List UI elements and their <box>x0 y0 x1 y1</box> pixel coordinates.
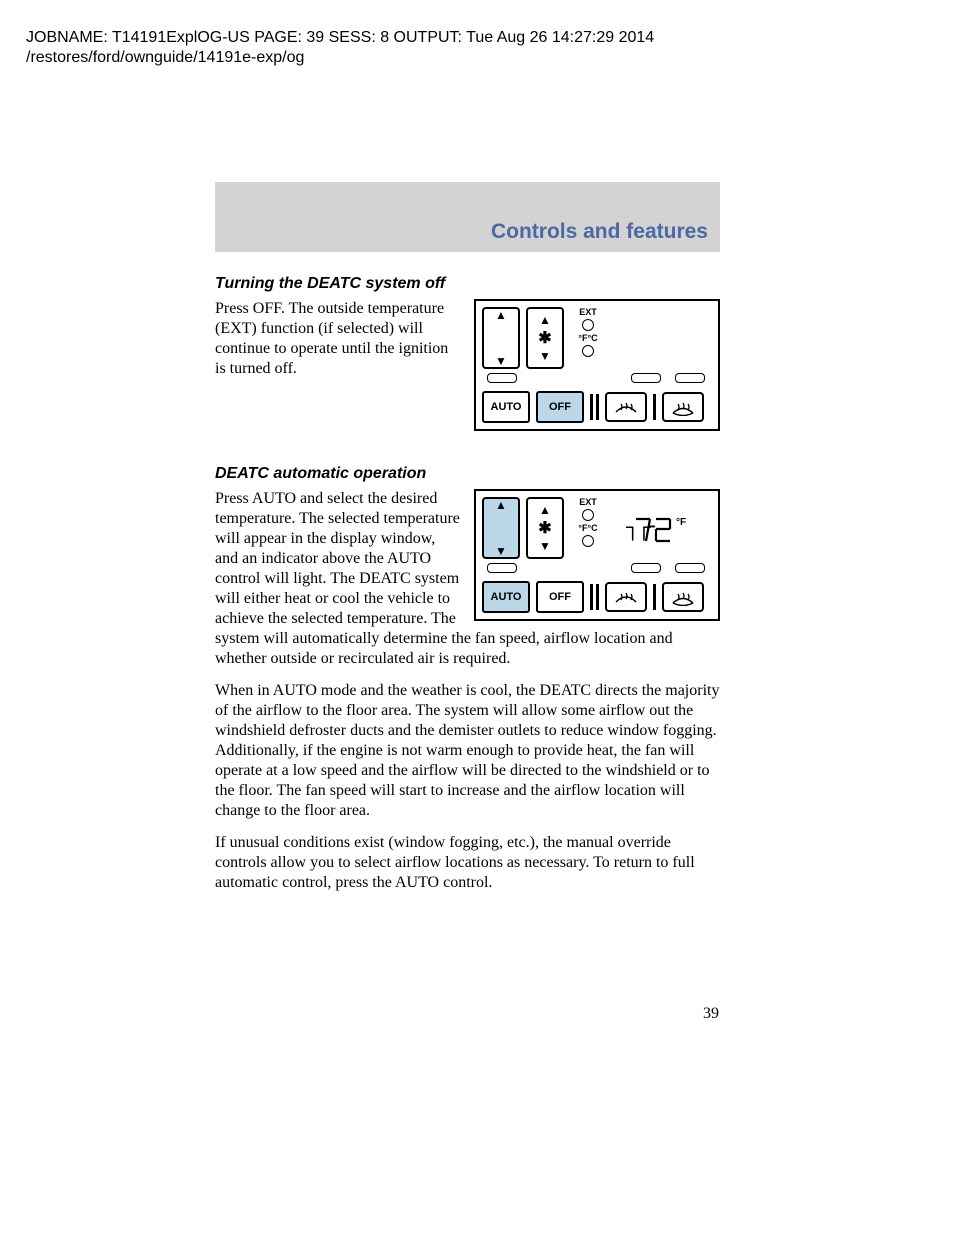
job-header-line2: /restores/ford/ownguide/14191e-exp/og <box>26 48 654 68</box>
defrost-icon <box>614 398 638 416</box>
up-arrow-icon: ▲ <box>495 309 507 321</box>
figure-deatc-off: ▲ ▼ ▲ ✱ ▼ EXT <box>474 299 720 431</box>
fc-label: °F°C <box>578 333 597 343</box>
down-arrow-icon: ▼ <box>495 545 507 557</box>
svg-text:°F: °F <box>676 517 686 528</box>
up-arrow-icon: ▲ <box>495 499 507 511</box>
ext-fc-column: EXT °F°C <box>570 497 606 547</box>
page-number: 39 <box>703 1005 719 1023</box>
defrost-rear-icon <box>671 588 695 606</box>
indicator-pill <box>675 373 705 383</box>
banner-title: Controls and features <box>491 220 708 244</box>
figure-deatc-auto: ▲ ▼ ▲ ✱ ▼ EXT <box>474 489 720 621</box>
fc-button[interactable] <box>582 535 594 547</box>
fan-rocker[interactable]: ▲ ✱ ▼ <box>526 307 564 369</box>
defrost-front-button[interactable] <box>605 392 647 422</box>
indicator-pill <box>487 563 517 573</box>
ext-label: EXT <box>579 307 597 317</box>
indicator-pill <box>675 563 705 573</box>
section-auto-operation: DEATC automatic operation ▲ ▼ ▲ <box>215 465 720 905</box>
heading-auto-operation: DEATC automatic operation <box>215 465 720 483</box>
ext-fc-column: EXT °F°C <box>570 307 606 357</box>
defrost-front-button[interactable] <box>605 582 647 612</box>
down-arrow-icon: ▼ <box>539 350 551 362</box>
para-auto-3: If unusual conditions exist (window fogg… <box>215 833 720 893</box>
indicator-pill <box>631 373 661 383</box>
off-button[interactable]: OFF <box>536 581 584 613</box>
defrost-rear-button[interactable] <box>662 582 704 612</box>
fan-icon: ✱ <box>538 518 551 538</box>
indicator-pill <box>487 373 517 383</box>
indicator-pill <box>631 563 661 573</box>
auto-button[interactable]: AUTO <box>482 581 530 613</box>
section-banner: Controls and features <box>215 182 720 252</box>
fan-rocker[interactable]: ▲ ✱ ▼ <box>526 497 564 559</box>
section-turning-off: Turning the DEATC system off ▲ ▼ ▲ <box>215 275 720 439</box>
auto-button[interactable]: AUTO <box>482 391 530 423</box>
heading-turning-off: Turning the DEATC system off <box>215 275 720 293</box>
temp-rocker[interactable]: ▲ ▼ <box>482 307 520 369</box>
temp-rocker[interactable]: ▲ ▼ <box>482 497 520 559</box>
defrost-rear-icon <box>671 398 695 416</box>
up-arrow-icon: ▲ <box>539 504 551 516</box>
job-header: JOBNAME: T14191ExplOG-US PAGE: 39 SESS: … <box>26 28 654 68</box>
ext-button[interactable] <box>582 319 594 331</box>
para-auto-2: When in AUTO mode and the weather is coo… <box>215 681 720 821</box>
defrost-rear-button[interactable] <box>662 392 704 422</box>
fan-icon: ✱ <box>538 328 551 348</box>
ext-label: EXT <box>579 497 597 507</box>
defrost-icon <box>614 588 638 606</box>
ext-button[interactable] <box>582 509 594 521</box>
fc-label: °F°C <box>578 523 597 533</box>
down-arrow-icon: ▼ <box>495 355 507 367</box>
job-header-line1: JOBNAME: T14191ExplOG-US PAGE: 39 SESS: … <box>26 28 654 48</box>
up-arrow-icon: ▲ <box>539 314 551 326</box>
down-arrow-icon: ▼ <box>539 540 551 552</box>
seven-segment-display: °F <box>632 513 694 547</box>
off-button[interactable]: OFF <box>536 391 584 423</box>
fc-button[interactable] <box>582 345 594 357</box>
